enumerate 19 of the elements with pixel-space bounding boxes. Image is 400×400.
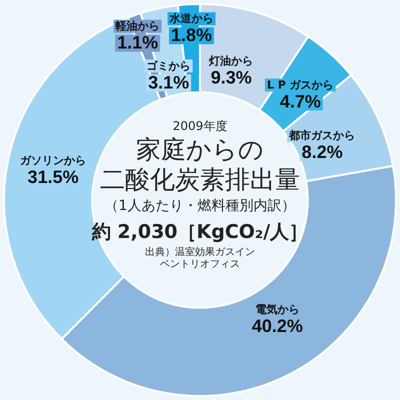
data-label: 1.1% [117, 32, 158, 53]
source-note: 出典）温室効果ガスインベントリオフィス [144, 247, 256, 271]
slice-label: ゴミから [146, 59, 191, 72]
data-label: 3.1% [148, 72, 190, 92]
text: 約 2,030［KgCO₂/人］ [90, 220, 310, 245]
slice-label: L P ガスから [266, 78, 334, 92]
data-label: 9.3% [210, 67, 252, 88]
data-label: 8.2% [302, 142, 343, 162]
slice-label: ガソリンから [20, 154, 86, 167]
slice-label: 水道から [168, 12, 214, 26]
slice-label: 灯油から [208, 54, 254, 68]
text: 2009年度 [172, 119, 228, 133]
text: （1人あたり・燃料種別内訳） [104, 197, 296, 215]
data-label: 1.8% [171, 25, 212, 46]
slice-label: 軽油から [114, 20, 160, 33]
data-label: 31.5% [28, 166, 79, 187]
data-label: 40.2% [252, 316, 303, 336]
slice-label: 電気から [255, 302, 300, 316]
data-label: 4.7% [280, 91, 321, 112]
